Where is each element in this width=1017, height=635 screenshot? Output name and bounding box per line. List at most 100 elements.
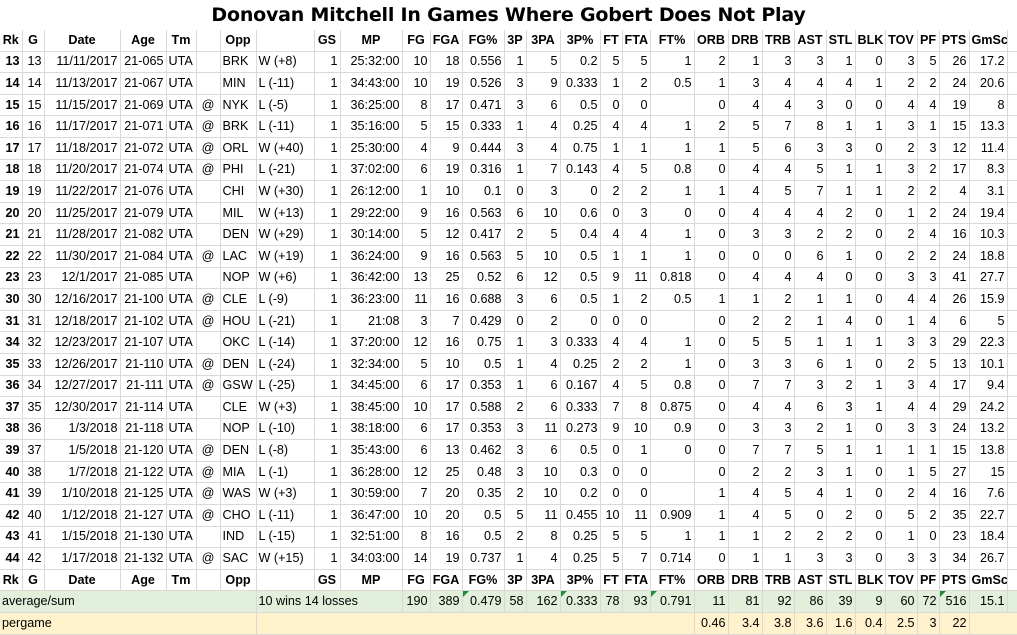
table-cell[interactable]: L (-21) bbox=[256, 159, 315, 182]
table-cell[interactable]: 3 bbox=[504, 72, 527, 95]
table-cell[interactable]: 40 bbox=[0, 461, 23, 484]
summary-3pa[interactable]: 162 bbox=[526, 590, 561, 614]
header-cell[interactable]: Age bbox=[120, 30, 167, 52]
table-cell[interactable]: 6 bbox=[402, 159, 431, 182]
table-cell[interactable]: @ bbox=[196, 375, 221, 398]
table-cell[interactable]: 4 bbox=[622, 115, 651, 138]
table-cell[interactable]: 16 bbox=[430, 331, 463, 354]
table-cell[interactable]: 0.588 bbox=[462, 396, 505, 419]
header-cell[interactable]: STL bbox=[826, 30, 856, 52]
table-cell[interactable]: 20.6 bbox=[969, 72, 1008, 95]
table-cell[interactable]: 3 bbox=[504, 439, 527, 462]
table-cell[interactable]: 2 bbox=[622, 72, 651, 95]
table-cell[interactable]: 0 bbox=[855, 137, 886, 160]
table-cell[interactable]: 27.7 bbox=[969, 267, 1008, 290]
table-cell[interactable]: 3 bbox=[794, 375, 827, 398]
table-cell[interactable]: 1 bbox=[314, 504, 341, 527]
table-cell[interactable]: 0.25 bbox=[560, 526, 601, 549]
table-cell[interactable]: 36:24:00 bbox=[340, 245, 403, 268]
table-cell[interactable]: 4 bbox=[762, 267, 795, 290]
table-cell[interactable]: @ bbox=[196, 310, 221, 333]
table-cell[interactable]: 2 bbox=[826, 526, 856, 549]
header-cell[interactable]: AST bbox=[794, 569, 827, 592]
table-cell[interactable]: 0.563 bbox=[462, 202, 505, 225]
table-cell[interactable]: 4 bbox=[917, 223, 940, 246]
table-cell[interactable]: 6 bbox=[402, 418, 431, 441]
table-cell[interactable]: 0 bbox=[504, 180, 527, 203]
table-cell[interactable]: 16 bbox=[939, 223, 970, 246]
table-cell[interactable]: 1 bbox=[504, 159, 527, 182]
header-cell[interactable]: TOV bbox=[885, 30, 918, 52]
table-cell[interactable]: 0.1 bbox=[462, 180, 505, 203]
table-cell[interactable]: 0 bbox=[694, 223, 729, 246]
table-cell[interactable]: 22 bbox=[22, 245, 45, 268]
table-cell[interactable]: 17 bbox=[939, 159, 970, 182]
table-cell[interactable]: 1 bbox=[314, 115, 341, 138]
table-cell[interactable]: 21-111 bbox=[120, 375, 167, 398]
header-cell[interactable]: G bbox=[22, 30, 45, 52]
table-cell[interactable]: 1 bbox=[885, 310, 918, 333]
table-cell[interactable]: 7 bbox=[402, 482, 431, 506]
table-cell[interactable]: 4 bbox=[402, 137, 431, 160]
table-cell[interactable]: 21-132 bbox=[120, 547, 167, 570]
table-cell[interactable]: 17 bbox=[22, 137, 45, 160]
table-cell[interactable]: 6 bbox=[526, 375, 561, 398]
table-cell[interactable]: 3 bbox=[826, 396, 856, 419]
table-cell[interactable]: 25:32:00 bbox=[340, 51, 403, 74]
table-cell[interactable]: 1 bbox=[314, 310, 341, 333]
table-cell[interactable]: 36:28:00 bbox=[340, 461, 403, 484]
table-cell[interactable]: 22.3 bbox=[969, 331, 1008, 354]
table-cell[interactable]: 3 bbox=[728, 72, 763, 95]
table-cell[interactable]: 13 bbox=[1007, 245, 1017, 268]
table-cell[interactable]: 18 bbox=[0, 159, 23, 182]
table-cell[interactable]: 10 bbox=[526, 461, 561, 484]
header-cell[interactable]: BLK bbox=[855, 569, 886, 592]
header-cell[interactable]: PTS bbox=[939, 30, 970, 52]
table-cell[interactable] bbox=[196, 223, 221, 246]
table-cell[interactable]: 1 bbox=[885, 202, 918, 225]
table-cell[interactable]: 15 bbox=[939, 439, 970, 462]
header-cell[interactable]: GmSc bbox=[969, 569, 1008, 592]
summary-plusminus[interactable]: -20 bbox=[1007, 590, 1017, 614]
table-cell[interactable]: 3 bbox=[885, 267, 918, 290]
table-cell[interactable]: 11/20/2017 bbox=[44, 159, 121, 182]
table-cell[interactable]: 3 bbox=[885, 51, 918, 74]
table-cell[interactable]: 15 bbox=[430, 115, 463, 138]
table-cell[interactable]: -7 bbox=[1007, 115, 1017, 138]
table-cell[interactable]: 39 bbox=[0, 439, 23, 462]
table-cell[interactable]: L (-24) bbox=[256, 353, 315, 376]
table-cell[interactable]: 4 bbox=[728, 504, 763, 527]
header-cell[interactable] bbox=[196, 30, 221, 52]
table-cell[interactable]: UTA bbox=[166, 159, 197, 182]
table-cell[interactable]: 5 bbox=[402, 115, 431, 138]
table-cell[interactable]: 21-100 bbox=[120, 288, 167, 311]
table-cell[interactable]: HOU bbox=[220, 310, 257, 333]
table-cell[interactable]: 3 bbox=[794, 547, 827, 570]
table-cell[interactable]: 0.471 bbox=[462, 94, 505, 117]
table-cell[interactable]: 3 bbox=[728, 223, 763, 246]
table-cell[interactable]: @ bbox=[196, 94, 221, 117]
table-cell[interactable]: 10 bbox=[402, 72, 431, 95]
table-cell[interactable]: 0.75 bbox=[560, 137, 601, 160]
table-cell[interactable] bbox=[196, 72, 221, 95]
table-cell[interactable]: 1 bbox=[314, 288, 341, 311]
table-cell[interactable]: @ bbox=[196, 288, 221, 311]
table-cell[interactable] bbox=[196, 267, 221, 290]
table-cell[interactable]: 0.333 bbox=[560, 396, 601, 419]
table-cell[interactable]: 9 bbox=[430, 137, 463, 160]
table-cell[interactable]: UTA bbox=[166, 375, 197, 398]
table-cell[interactable]: 10.3 bbox=[969, 223, 1008, 246]
table-cell[interactable]: 2 bbox=[826, 375, 856, 398]
table-cell[interactable]: UTA bbox=[166, 310, 197, 333]
summary-drb[interactable]: 81 bbox=[728, 590, 763, 614]
table-cell[interactable]: 3 bbox=[885, 375, 918, 398]
table-cell[interactable]: 8 bbox=[794, 115, 827, 138]
table-cell[interactable]: 3 bbox=[885, 115, 918, 138]
header-cell[interactable]: FT bbox=[600, 569, 623, 592]
table-cell[interactable]: 1 bbox=[1007, 439, 1017, 462]
table-cell[interactable]: 5 bbox=[728, 331, 763, 354]
header-cell[interactable]: Rk bbox=[0, 569, 23, 592]
table-cell[interactable]: 4 bbox=[728, 180, 763, 203]
table-cell[interactable]: L (-5) bbox=[256, 94, 315, 117]
header-cell[interactable]: FTA bbox=[622, 569, 651, 592]
